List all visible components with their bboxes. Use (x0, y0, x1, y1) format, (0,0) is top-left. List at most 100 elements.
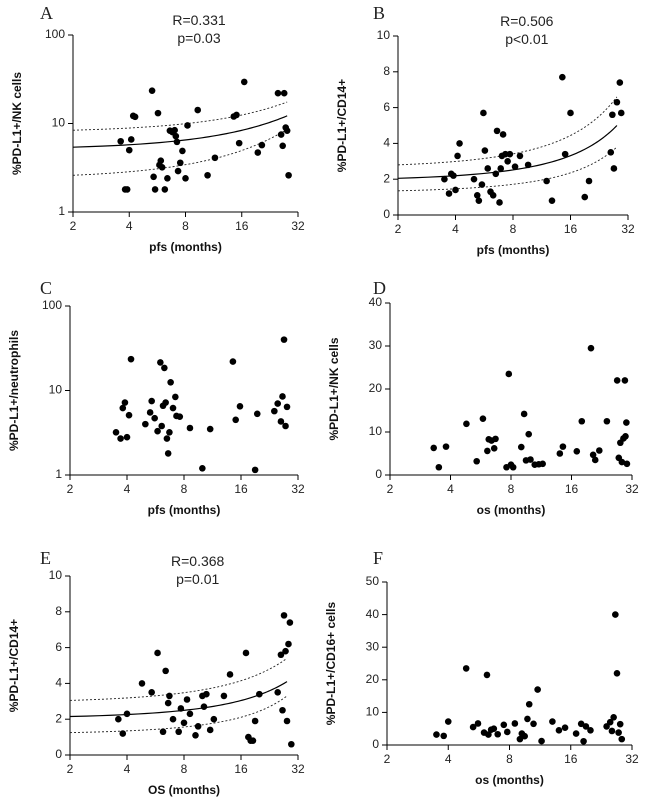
data-point (442, 443, 450, 450)
data-point (206, 425, 214, 433)
data-point (613, 377, 621, 384)
data-point (166, 692, 173, 700)
data-point (596, 447, 603, 454)
data-point (162, 667, 169, 675)
data-point (492, 435, 499, 443)
y-tick-label: 0 (372, 737, 379, 751)
data-point (233, 111, 240, 119)
y-tick-label: 0 (383, 207, 390, 221)
data-point (473, 192, 481, 199)
data-point (138, 680, 146, 687)
data-point (435, 463, 443, 471)
panel-letter: A (40, 3, 53, 23)
x-tick-label: 16 (234, 762, 248, 776)
x-tick-label: 4 (124, 482, 131, 496)
data-point (175, 728, 182, 736)
data-point (242, 649, 250, 657)
data-point (235, 139, 243, 147)
data-point (494, 730, 502, 738)
data-point (591, 456, 599, 464)
data-point (578, 417, 586, 425)
data-point (125, 146, 133, 154)
data-point (186, 710, 194, 718)
data-point (274, 400, 282, 407)
x-tick-label: 32 (291, 219, 305, 233)
data-point (167, 379, 174, 386)
data-point (430, 444, 438, 452)
data-point (211, 154, 219, 162)
data-point (607, 149, 615, 156)
data-point (539, 460, 546, 468)
data-point (610, 713, 617, 721)
y-tick-label: 0 (375, 467, 382, 481)
data-point (253, 410, 261, 418)
data-point (199, 465, 206, 472)
x-tick-label: 2 (395, 222, 402, 236)
data-point (473, 457, 480, 465)
data-point (615, 729, 622, 736)
data-point (555, 727, 563, 734)
data-point (131, 113, 139, 121)
data-point (161, 364, 168, 372)
y-tick-label: 40 (369, 295, 383, 309)
data-point (587, 727, 594, 734)
x-tick-label: 16 (234, 482, 248, 496)
data-point (203, 690, 210, 698)
data-point (511, 720, 519, 727)
data-point (194, 723, 202, 730)
x-axis-title: os (months) (475, 773, 544, 787)
data-point (582, 723, 590, 730)
data-point (282, 647, 289, 655)
y-tick-label: 30 (366, 639, 380, 653)
data-point (166, 429, 173, 436)
data-point (169, 715, 177, 723)
ci-lower-band (397, 146, 618, 192)
x-axis-title: pfs (months) (149, 240, 222, 254)
data-point (587, 344, 595, 352)
data-point (454, 152, 461, 160)
data-point (154, 649, 161, 657)
data-point (220, 692, 228, 700)
x-tick-label: 16 (564, 752, 578, 766)
regression-line (72, 115, 288, 148)
y-tick-label: 1 (55, 467, 62, 481)
y-tick-label: 100 (42, 298, 62, 312)
data-point (256, 690, 263, 698)
data-point (171, 126, 178, 134)
data-point (279, 142, 287, 150)
x-tick-label: 8 (510, 222, 517, 236)
data-point (164, 450, 172, 457)
data-point (258, 141, 266, 149)
data-point (285, 171, 292, 179)
data-point (164, 699, 172, 707)
data-point (200, 703, 208, 710)
data-point (613, 669, 621, 677)
data-point (580, 737, 587, 745)
data-point (612, 611, 619, 618)
data-point (509, 463, 517, 471)
data-point (527, 456, 534, 463)
data-point (279, 706, 286, 714)
data-point (127, 355, 135, 363)
data-point (169, 404, 177, 412)
data-point (493, 127, 501, 135)
data-point (112, 429, 120, 436)
x-tick-label: 2 (70, 219, 77, 233)
data-point (621, 377, 629, 384)
data-point (158, 163, 166, 171)
data-point (183, 696, 191, 703)
data-point (559, 443, 567, 450)
data-point (154, 427, 161, 435)
ci-lower-band (72, 128, 288, 176)
data-point (176, 159, 184, 167)
data-point (572, 730, 580, 737)
x-axis-title: OS (months) (148, 783, 220, 797)
data-point (277, 131, 285, 138)
data-point (194, 106, 202, 114)
x-tick-label: 2 (67, 482, 74, 496)
data-point (117, 435, 124, 442)
data-point (115, 715, 122, 723)
data-point (180, 719, 188, 727)
